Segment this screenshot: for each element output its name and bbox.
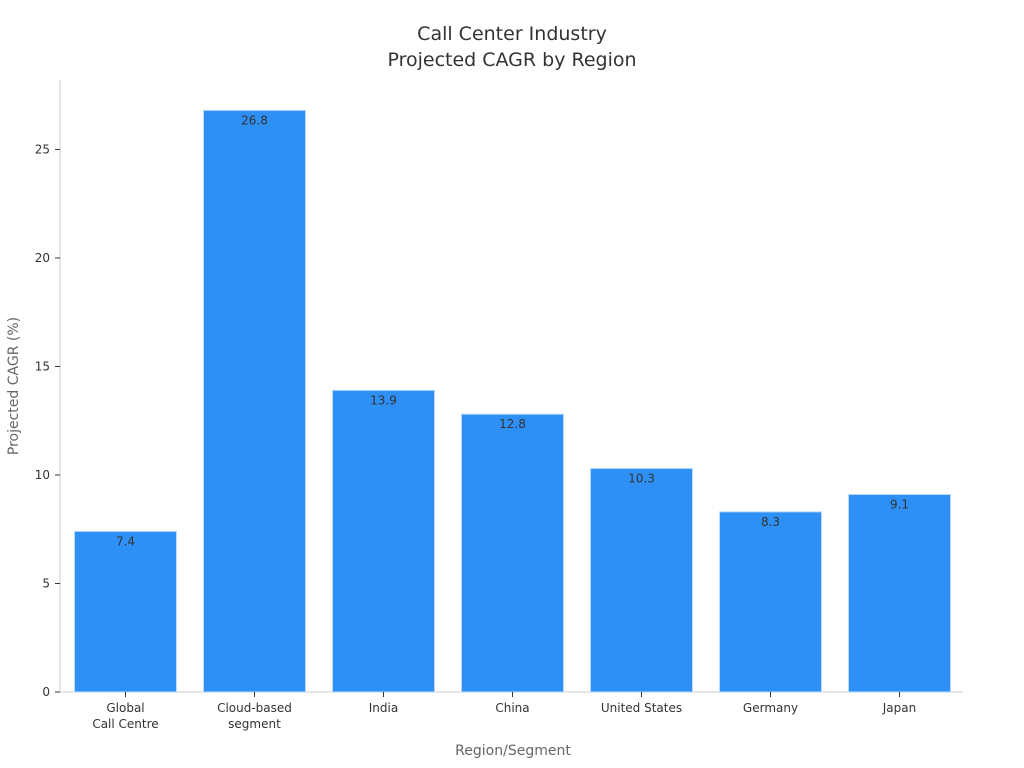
- y-tick-label: 10: [35, 468, 50, 482]
- bar: [74, 530, 177, 693]
- x-axis-ticks: Global Call Centre Cloud-based segment India…: [92, 692, 916, 731]
- bar-value-label: 7.4: [116, 534, 135, 548]
- bar-value-label: 9.1: [890, 498, 909, 512]
- x-tick-label: Cloud-based segment: [217, 701, 292, 731]
- x-tick-label-line: Call Centre: [92, 717, 158, 731]
- y-axis-title: Projected CAGR (%): [6, 317, 22, 455]
- x-tick-label-line: United States: [601, 701, 682, 715]
- bar: [461, 413, 564, 693]
- y-tick-label: 0: [42, 685, 50, 699]
- y-axis-ticks: 0 5 10 15 20 25: [35, 142, 60, 699]
- x-tick-label-line: Germany: [743, 701, 798, 715]
- bar: [590, 467, 693, 693]
- x-tick-label-line: Japan: [882, 701, 916, 715]
- bar: [848, 494, 951, 693]
- bar-value-label: 12.8: [499, 417, 526, 431]
- x-axis-title: Region/Segment: [455, 743, 571, 759]
- x-tick-label: Global Call Centre: [92, 701, 158, 731]
- x-tick-label: Japan: [882, 701, 916, 715]
- x-tick-label-line: segment: [228, 717, 281, 731]
- x-tick-label-line: China: [495, 701, 529, 715]
- x-tick-label-line: Cloud-based: [217, 701, 292, 715]
- y-tick-label: 15: [35, 359, 50, 373]
- y-tick-label: 20: [35, 251, 50, 265]
- x-tick-label-line: India: [369, 701, 398, 715]
- bar: [203, 109, 306, 693]
- bar: [719, 511, 822, 693]
- bars-group: 7.4 26.8 13.9 12.8 10.3 8.3 9.1: [74, 109, 951, 693]
- x-tick-label: India: [369, 701, 398, 715]
- x-tick-label: United States: [601, 701, 682, 715]
- bar-value-label: 26.8: [241, 113, 268, 127]
- y-tick-label: 5: [42, 576, 50, 590]
- bar: [332, 389, 435, 693]
- bar-value-label: 10.3: [628, 471, 655, 485]
- bar-value-label: 8.3: [761, 515, 780, 529]
- bar-value-label: 13.9: [370, 393, 397, 407]
- x-tick-label: China: [495, 701, 529, 715]
- chart-title-line-1: Call Center Industry: [417, 23, 607, 45]
- x-tick-label: Germany: [743, 701, 798, 715]
- y-tick-label: 25: [35, 142, 50, 156]
- chart-title: Call Center Industry Projected CAGR by R…: [387, 23, 636, 71]
- chart-title-line-2: Projected CAGR by Region: [387, 49, 636, 71]
- x-tick-label-line: Global: [106, 701, 144, 715]
